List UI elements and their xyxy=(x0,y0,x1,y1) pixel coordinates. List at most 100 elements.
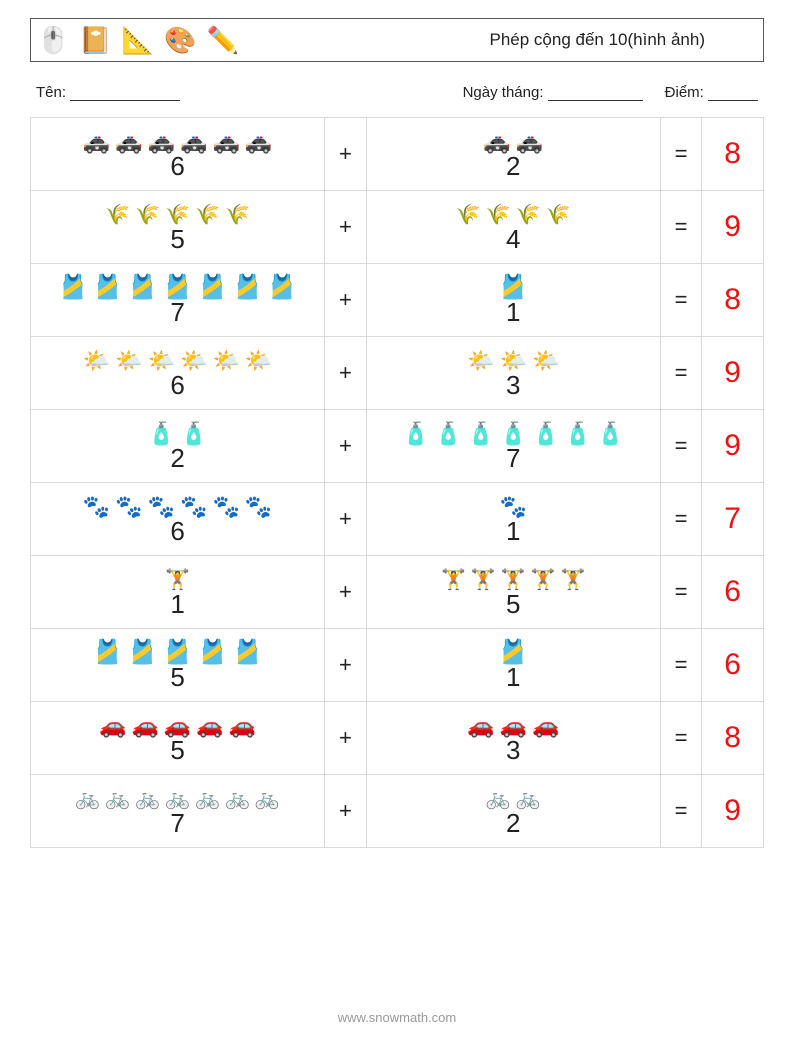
problem-row: 🎽🎽🎽🎽🎽🎽🎽7+🎽1=8 xyxy=(31,264,764,337)
problem-row: 🚓🚓🚓🚓🚓🚓6+🚓🚓2= 8 xyxy=(31,118,764,191)
pictograph-icon: 🚲 xyxy=(255,789,280,809)
pictograph-icon: 🎽 xyxy=(128,276,158,300)
operand-a-cell: 🚓🚓🚓🚓🚓🚓6 xyxy=(31,118,325,191)
pictograph-icon: 🌤️ xyxy=(83,350,110,372)
operand-number: 1 xyxy=(506,299,520,325)
problem-row: 🐾🐾🐾🐾🐾🐾6+🐾1=7 xyxy=(31,483,764,556)
operand-number: 5 xyxy=(170,664,184,690)
pictograph-icon: 🌾 xyxy=(135,205,160,225)
operand-number: 6 xyxy=(170,153,184,179)
answer-cell: 9 xyxy=(702,775,764,848)
pictograph-icon: 🌾 xyxy=(486,205,511,225)
pictograph-icon: 🚲 xyxy=(75,789,100,809)
pictograph-icon: 🚓 xyxy=(180,131,207,153)
answer-cell: 9 xyxy=(702,191,764,264)
answer-cell: 7 xyxy=(702,483,764,556)
pictograph-icon: 🚲 xyxy=(105,789,130,809)
plus-cell: + xyxy=(325,629,366,702)
equals-cell: = xyxy=(660,118,701,191)
pictograph-icon: 🚓 xyxy=(213,131,240,153)
pictograph-icon: 🚲 xyxy=(135,789,160,809)
pictograph-icon: 🚓 xyxy=(148,131,175,153)
date-field: Ngày tháng: xyxy=(463,84,643,101)
score-label: Điểm: xyxy=(665,84,704,101)
operand-a-cell: 🎽🎽🎽🎽🎽5 xyxy=(31,629,325,702)
problem-row: 🏋️1+🏋️🏋️🏋️🏋️🏋️5=6 xyxy=(31,556,764,629)
pictograph-icon: 🧴 xyxy=(148,423,175,445)
name-field: Tên: xyxy=(36,84,463,101)
equals-cell: = xyxy=(660,191,701,264)
operand-a-cell: 🚗🚗🚗🚗🚗5 xyxy=(31,702,325,775)
plus-cell: + xyxy=(325,337,366,410)
operand-number: 5 xyxy=(506,591,520,617)
operand-b-cell: 🧴🧴🧴🧴🧴🧴🧴7 xyxy=(366,410,660,483)
pictograph-icon: 🎽 xyxy=(128,641,158,665)
operand-number: 3 xyxy=(506,737,520,763)
pictograph-icon: 🌤️ xyxy=(213,350,240,372)
answer-cell: 6 xyxy=(702,629,764,702)
plus-cell: + xyxy=(325,483,366,556)
pictograph-icon: 🌤️ xyxy=(148,350,175,372)
pictograph-icon: 🎽 xyxy=(198,276,228,300)
pictograph-icon: 🚲 xyxy=(486,789,511,809)
pictograph-icon: 🧴 xyxy=(532,423,559,445)
pictograph-icon: 🎽 xyxy=(232,641,262,665)
equals-cell: = xyxy=(660,702,701,775)
pictograph-icon: 🌤️ xyxy=(532,350,559,372)
name-blank[interactable] xyxy=(70,86,180,101)
problems-table: 🚓🚓🚓🚓🚓🚓6+🚓🚓2=8🌾🌾🌾🌾🌾5+🌾🌾🌾🌾4=9🎽🎽🎽🎽🎽🎽🎽7+🎽1=8… xyxy=(30,117,764,848)
operand-a-cell: 🌾🌾🌾🌾🌾5 xyxy=(31,191,325,264)
answer-cell: 8 xyxy=(702,264,764,337)
pictograph-icon: 🏋️ xyxy=(441,570,466,590)
pictograph-icon: 🧴 xyxy=(467,423,494,445)
equals-cell: = xyxy=(660,775,701,848)
pictograph-icon: 🏋️ xyxy=(531,570,556,590)
operand-number: 1 xyxy=(170,591,184,617)
operand-b-cell: 🎽1 xyxy=(366,264,660,337)
pictograph-icon: 🚗 xyxy=(467,715,494,737)
plus-cell: + xyxy=(325,702,366,775)
footer: www.snowmath.com xyxy=(0,1010,794,1025)
answer-value: 8 xyxy=(724,137,741,170)
pictograph-icon: 🐾 xyxy=(213,496,240,518)
operand-number: 7 xyxy=(170,810,184,836)
operand-number: 1 xyxy=(506,518,520,544)
pictograph-icon: 🚗 xyxy=(500,715,527,737)
operand-number: 7 xyxy=(170,299,184,325)
equals-cell: = xyxy=(660,264,701,337)
pictograph-icon: 🎽 xyxy=(93,641,123,665)
operand-b-cell: 🚓🚓2 xyxy=(366,118,660,191)
date-label: Ngày tháng: xyxy=(463,84,544,101)
answer-cell: 9 xyxy=(702,410,764,483)
pictograph-icon: 🌾 xyxy=(456,205,481,225)
pictograph-icon: 🚗 xyxy=(229,715,256,737)
answer-value: 9 xyxy=(724,210,741,243)
operand-b-cell: 🐾1 xyxy=(366,483,660,556)
operand-b-cell: 🎽1 xyxy=(366,629,660,702)
pictograph-icon: 🚓 xyxy=(245,131,272,153)
pictograph-icon: 🌾 xyxy=(165,205,190,225)
pictograph-icon: 🏋️ xyxy=(501,570,526,590)
pictograph-icon: 🌤️ xyxy=(467,350,494,372)
answer-value: 6 xyxy=(724,648,741,681)
equals-cell: = xyxy=(660,337,701,410)
pictograph-icon: 🌤️ xyxy=(180,350,207,372)
operand-b-cell: 🚲🚲2 xyxy=(366,775,660,848)
operand-a-cell: 🚲🚲🚲🚲🚲🚲🚲7 xyxy=(31,775,325,848)
answer-cell: 8 xyxy=(702,118,764,191)
pictograph-icon: 🌤️ xyxy=(245,350,272,372)
problem-row: 🌤️🌤️🌤️🌤️🌤️🌤️6+🌤️🌤️🌤️3=9 xyxy=(31,337,764,410)
plus-cell: + xyxy=(325,191,366,264)
pictograph-icon: 🚗 xyxy=(164,715,191,737)
pictograph-icon: 🌤️ xyxy=(500,350,527,372)
pictograph-icon: 🌤️ xyxy=(115,350,142,372)
pictograph-icon: 🌾 xyxy=(195,205,220,225)
answer-value: 9 xyxy=(724,429,741,462)
header-icon: 📔 xyxy=(79,25,111,56)
score-blank[interactable] xyxy=(708,86,758,101)
pictograph-icon: 🌾 xyxy=(225,205,250,225)
date-blank[interactable] xyxy=(548,86,643,101)
plus-cell: + xyxy=(325,556,366,629)
plus-cell: + xyxy=(325,118,366,191)
problem-row: 🌾🌾🌾🌾🌾5+🌾🌾🌾🌾4=9 xyxy=(31,191,764,264)
